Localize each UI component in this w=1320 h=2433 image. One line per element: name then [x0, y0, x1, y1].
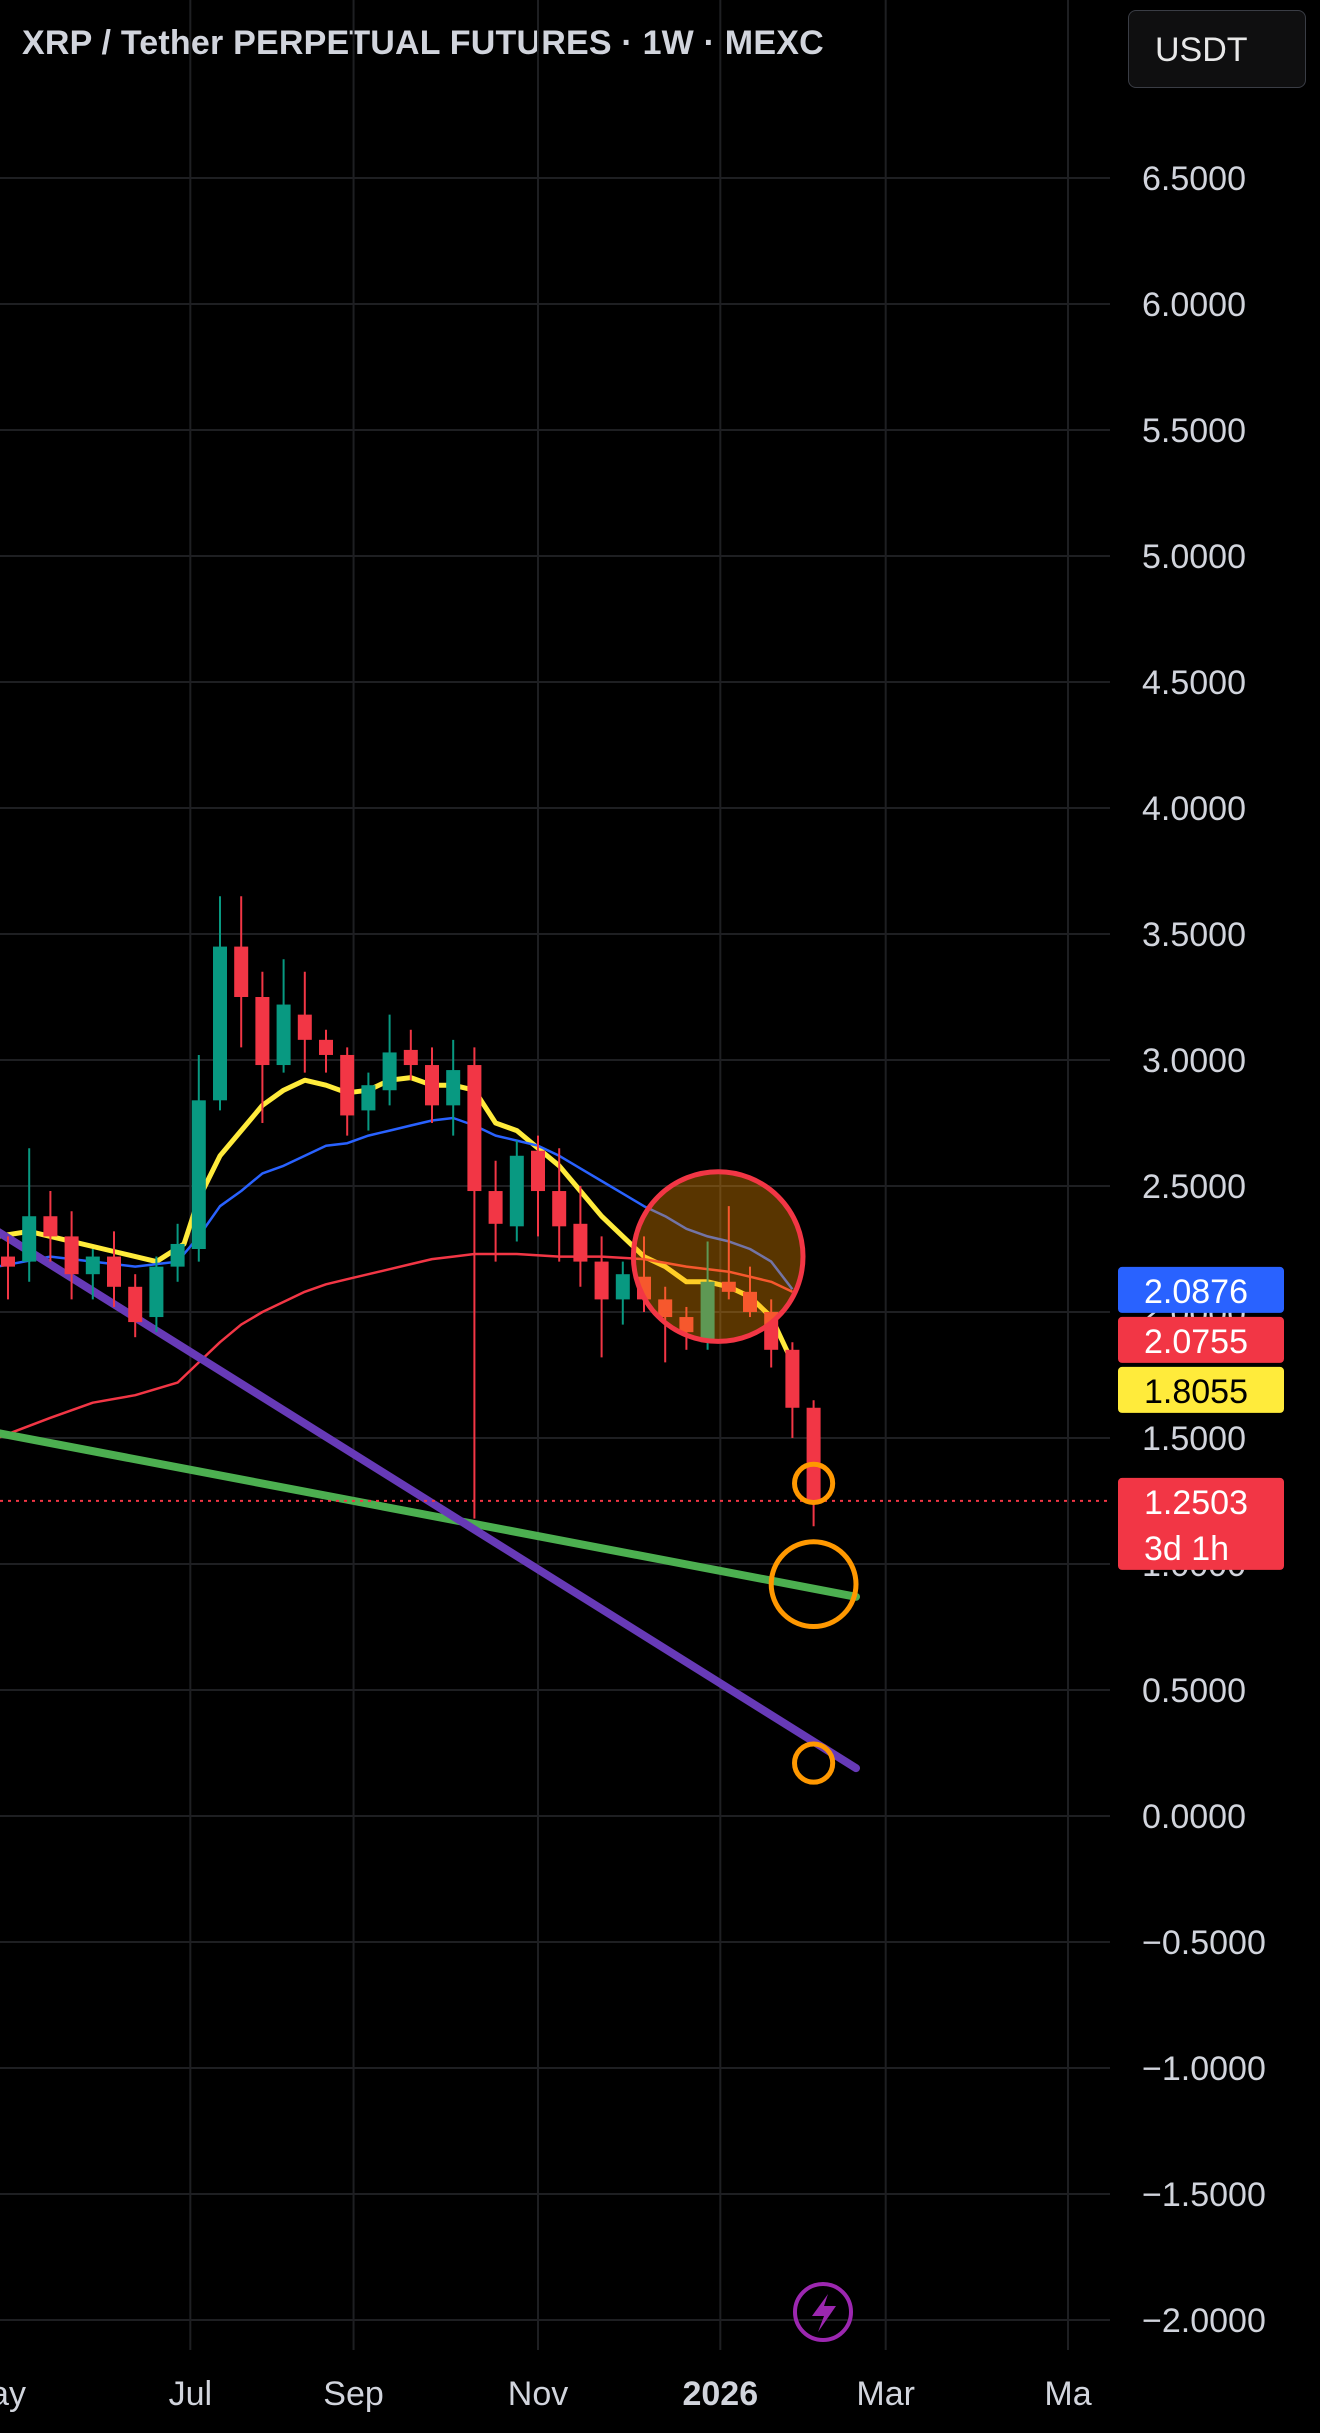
candle-body — [679, 1317, 694, 1333]
candle-body — [446, 1070, 461, 1106]
price-tag-value: 1.8055 — [1144, 1373, 1248, 1411]
currency-button[interactable]: USDT — [1128, 10, 1306, 88]
price-tick-label: 5.0000 — [1142, 538, 1246, 576]
price-tick-label: 3.5000 — [1142, 916, 1246, 954]
price-tick-label: 3.0000 — [1142, 1042, 1246, 1080]
candle-body — [806, 1407, 821, 1501]
price-tick-label: 6.5000 — [1142, 160, 1246, 198]
candle-body — [340, 1054, 355, 1116]
candle-body — [22, 1216, 37, 1262]
time-tick-label: Mar — [856, 2375, 915, 2413]
candle-body — [509, 1155, 524, 1227]
price-tags: 2.0876 2.0755 1.8055 1.2503 3d 1h — [1118, 1266, 1284, 1570]
price-tag: 1.2503 3d 1h — [1118, 1477, 1284, 1570]
price-tag-bg — [1118, 1366, 1284, 1413]
price-axis[interactable]: 6.5000 6.0000 5.5000 5.0000 4.5000 4.0000 3.50… — [1142, 160, 1266, 2340]
price-tag-value: 2.0876 — [1144, 1273, 1248, 1311]
price-tick-label: 6.0000 — [1142, 286, 1246, 324]
annotation-circle — [768, 1539, 859, 1630]
time-tick-label: Jul — [169, 2375, 212, 2413]
candle-body — [658, 1299, 673, 1318]
candle-body — [531, 1150, 545, 1192]
candle-body — [382, 1052, 397, 1091]
candle-body — [170, 1243, 185, 1267]
annotations — [630, 1169, 859, 1785]
trend-line — [0, 1429, 860, 1601]
candle-body — [213, 946, 227, 1101]
candle-body — [149, 1266, 164, 1318]
candle-body — [276, 1004, 291, 1066]
candle-body — [467, 1065, 482, 1192]
time-tick-label: ay — [0, 2375, 26, 2413]
candle-body — [85, 1256, 100, 1275]
price-tick-label: −2.0000 — [1142, 2302, 1266, 2340]
price-tick-label: 1.5000 — [1142, 1420, 1246, 1458]
price-tick-label: 5.5000 — [1142, 412, 1246, 450]
candle-body — [255, 997, 270, 1066]
price-tag: 1.8055 — [1118, 1366, 1284, 1413]
candle-body — [191, 1100, 206, 1249]
price-tick-label: 4.0000 — [1142, 790, 1246, 828]
candle-body — [43, 1216, 58, 1237]
price-tag-countdown: 3d 1h — [1144, 1530, 1229, 1568]
candle-body — [615, 1274, 630, 1300]
candle-body — [573, 1223, 588, 1262]
candle-body — [743, 1291, 757, 1312]
moving-average-line — [0, 1252, 793, 1439]
candle-body — [785, 1349, 800, 1408]
moving-average-line — [0, 1116, 794, 1291]
candle-body — [1, 1256, 15, 1267]
price-tag-bg — [1118, 1477, 1284, 1570]
candle-body — [64, 1236, 79, 1275]
price-tag: 2.0876 — [1118, 1266, 1284, 1313]
price-tag: 2.0755 — [1118, 1316, 1284, 1363]
time-tick-label: Ma — [1044, 2375, 1091, 2413]
time-tick-label: 2026 — [682, 2375, 758, 2413]
candle-body — [488, 1191, 503, 1224]
lightning-icon-ring — [793, 2282, 853, 2342]
time-tick-label: Sep — [323, 2375, 384, 2413]
annotation-circle — [792, 1741, 836, 1785]
candle-body — [721, 1281, 736, 1292]
candle-body — [107, 1256, 121, 1287]
price-tick-label: −0.5000 — [1142, 1924, 1266, 1962]
price-tick-label: 0.0000 — [1142, 1798, 1246, 1836]
price-tick-label: 2.5000 — [1142, 1168, 1246, 1206]
candle-body — [234, 946, 249, 997]
annotation-circle — [630, 1169, 806, 1344]
candle-body — [594, 1261, 609, 1300]
candle-body — [403, 1049, 418, 1066]
candle-body — [361, 1085, 376, 1111]
price-tag-value: 1.2503 — [1144, 1484, 1248, 1522]
candle-body — [700, 1281, 715, 1343]
price-tag-bg — [1118, 1316, 1284, 1363]
grid-lines — [0, 0, 1110, 2350]
candle-body — [319, 1039, 333, 1055]
time-axis[interactable]: ay Jul Sep Nov 2026 Mar Ma — [0, 2375, 1092, 2413]
price-tick-label: −1.5000 — [1142, 2176, 1266, 2214]
lightning-icon[interactable] — [793, 2282, 853, 2342]
annotation-circle — [792, 1461, 836, 1505]
candle-body — [297, 1014, 312, 1040]
price-tag-bg — [1118, 1266, 1284, 1313]
candle-body — [128, 1286, 143, 1323]
time-tick-label: Nov — [508, 2375, 568, 2413]
candle-body — [425, 1065, 439, 1106]
candle-body — [552, 1191, 567, 1227]
lightning-icon-bolt — [812, 2294, 836, 2332]
price-tick-label: 4.5000 — [1142, 664, 1246, 702]
chart-title: XRP / Tether PERPETUAL FUTURES · 1W · ME… — [22, 24, 824, 62]
price-tick-label: 0.5000 — [1142, 1672, 1246, 1710]
price-tick-label: −1.0000 — [1142, 2050, 1266, 2088]
price-tag-value: 2.0755 — [1144, 1323, 1248, 1361]
